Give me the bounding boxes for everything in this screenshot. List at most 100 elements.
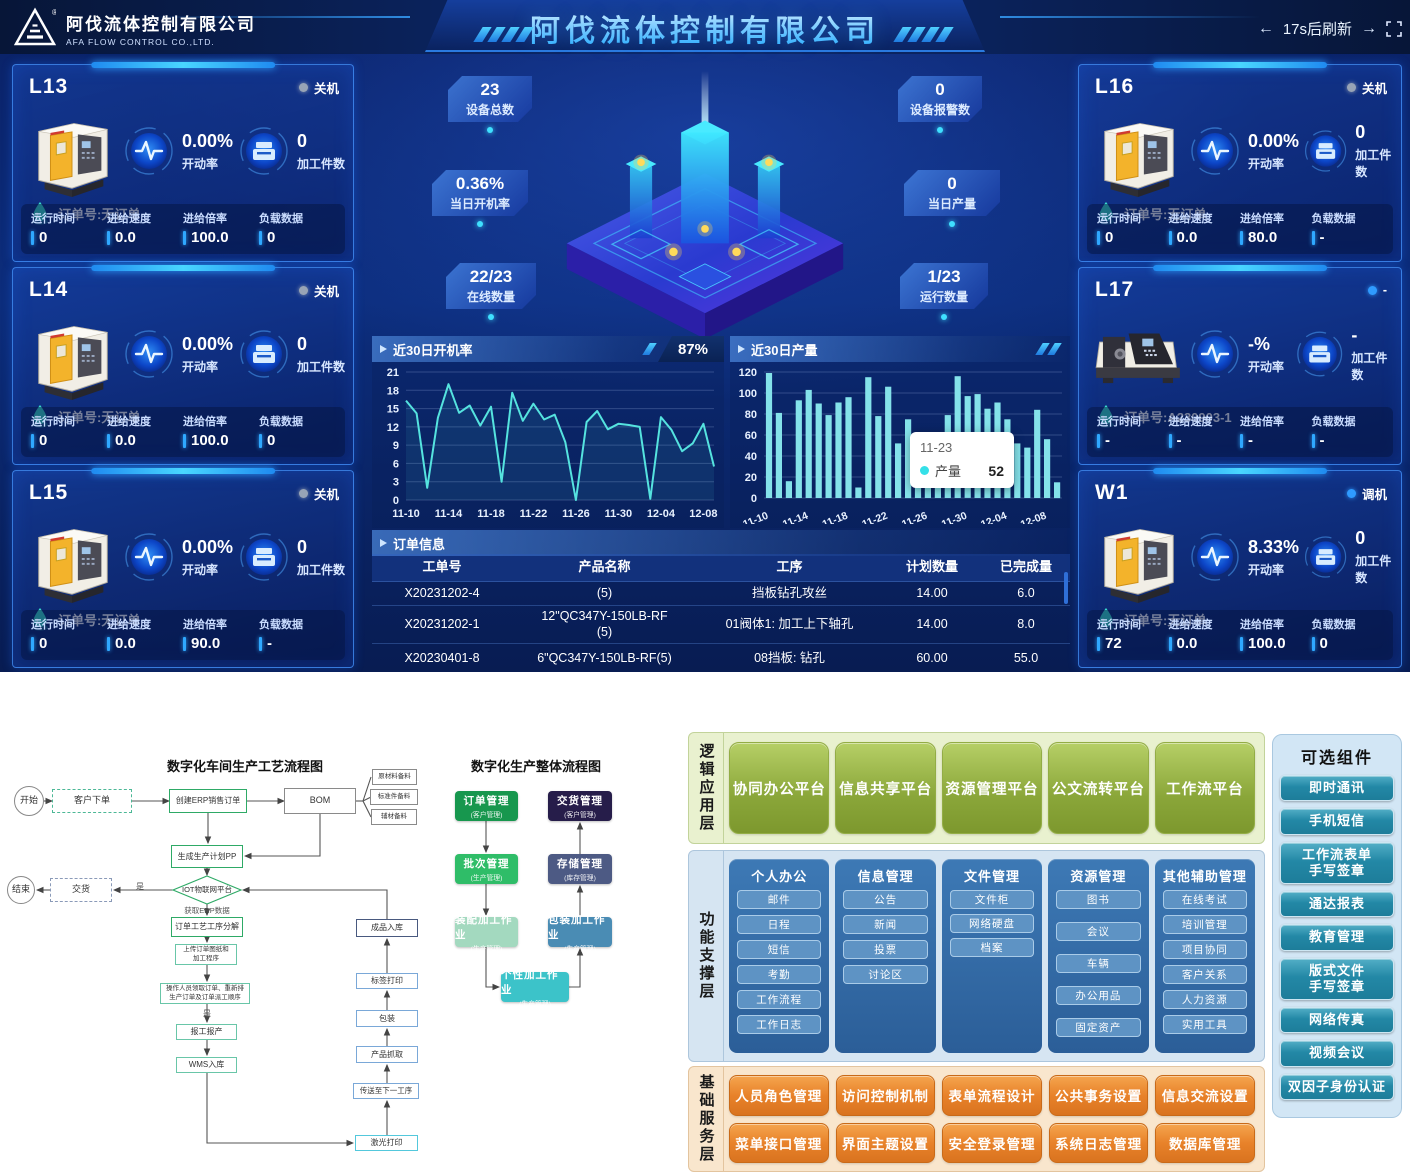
metric-bar-icon [107,433,110,448]
svg-text:12-08: 12-08 [689,508,717,520]
metric-bar-icon [31,230,34,245]
card-top-accent [91,265,275,271]
metric-bar-icon [1311,636,1315,651]
order-row[interactable]: X20231202-4 (5) 挡板钻孔攻丝 14.00 6.0 [372,582,1070,606]
parts-count-stat: - 加工件数 [1291,325,1397,383]
next-arrow-icon[interactable]: → [1361,19,1377,37]
status-dot-icon [298,82,308,92]
order-row[interactable]: X20230401-8 6"QC347Y-150LB-RF(5) 08挡板: 钻孔 6… [372,644,1070,668]
parts-count-stat: 0 加工件数 [1299,528,1397,586]
metric-value: 0 [39,635,48,652]
machine-id: L16 [1095,75,1135,98]
output-chart-header: 近30日产量 [730,336,1070,362]
stat-value: 23 [480,80,500,99]
svg-text:11-10: 11-10 [392,508,420,520]
flow1-node-grab: 产品抓取 [356,1046,418,1063]
optional-component-3: 通达报表 [1280,891,1394,918]
service-box-0: 人员角色管理 [729,1075,829,1116]
series-dot-icon [920,466,929,475]
header-decor-line-right [1000,16,1260,18]
svg-text:®: ® [52,8,56,17]
optional-component-4: 教育管理 [1280,924,1394,951]
service-box-3: 公共事务设置 [1048,1075,1149,1116]
metric-2: 进给倍率 90.0 [183,619,227,652]
flow1-node-mat1: 原材料备料 [372,769,417,785]
metric-bar-icon [1311,433,1315,448]
order-cell: X20231202-4 [404,585,480,600]
refresh-control: ← 17s后刷新 → [1258,18,1402,39]
flow1-node-bom: BOM [284,788,356,814]
function-item: 档案 [949,938,1035,957]
machine-image-mill [1104,123,1174,198]
machine-status: 关机 [298,281,339,300]
metric-bar-icon [1168,636,1172,651]
card-top-accent [1153,62,1327,68]
metric-value: 0 [1319,635,1328,652]
metric-3: 负载数据 0 [1311,619,1356,652]
function-item: 短信 [737,940,822,959]
parts-count-icon [240,330,288,378]
machine-card-L16[interactable]: L16关机0.00%开动率0加工件数订单号:无订单运行时间0进给速度0.0进给倍… [1078,62,1402,262]
parts-count-stat: 0 加工件数 [234,531,349,583]
flow1-node-upload: 上传订单图纸和 加工程序 [175,944,237,965]
metric-value: 0 [39,432,48,449]
stat-dot-icon [949,221,955,227]
metric-bar-icon [183,230,186,245]
metric-value: - [1248,432,1253,449]
parts-count-icon [240,533,288,581]
machine-card-L15[interactable]: L15关机0.00%开动率0加工件数订单号:无订单运行时间0进给速度0.0进给倍… [12,468,354,668]
function-item: 日程 [737,915,822,934]
metric-bar-icon [259,230,262,245]
parts-count-value: 0 [297,536,308,557]
logo-title: 阿伐流体控制有限公司 [66,14,256,34]
orders-scrollbar[interactable] [1064,572,1068,604]
dashboard-header: ® 阿伐流体控制有限公司 AFA FLOW CONTROL CO.,LTD. 阿… [0,0,1410,54]
machine-card-L14[interactable]: L14关机0.00%开动率0加工件数订单号:无订单运行时间0进给速度0.0进给倍… [12,265,354,465]
flow2-box-2: 装配加工作业 (生产管理) [455,914,518,953]
machine-image-mill [38,529,108,604]
function-item: 会议 [1056,922,1141,941]
svg-text:3: 3 [393,477,399,489]
runrate-icon [1191,127,1239,175]
function-column-1: 信息管理 公告 新闻 投票 讨论区 [835,859,936,1053]
machine-metrics: 运行时间 - 进给速度 - 进给倍率 - 负载数据 - [1087,407,1393,457]
metric-bar-icon [31,433,34,448]
machine-card-W1[interactable]: W1调机8.33%开动率0加工件数订单号:无订单运行时间72进给速度0.0进给倍… [1078,468,1402,668]
platform-box-1: 信息共享平台 [835,742,936,834]
machine-image-mill [1104,529,1174,604]
flow1-node-iot_note: 获取ERP数据 [184,905,230,915]
fullscreen-icon[interactable] [1386,20,1402,37]
stat-4: 22/23 在线数量 [446,263,536,320]
optional-component-2: 工作流表单 手写签章 [1280,841,1394,884]
parts-count-value: - [1351,325,1358,345]
svg-text:12-08: 12-08 [1019,510,1049,524]
prev-arrow-icon[interactable]: ← [1257,19,1274,37]
stat-label: 运行数量 [919,290,968,304]
stat-dot-icon [941,314,947,320]
stat-dot-icon [487,127,493,133]
function-item: 图书 [1056,890,1141,909]
machine-card-L17[interactable]: L17--%开动率-加工件数订单号:A230903-1运行时间-进给速度-进给倍… [1078,265,1402,465]
runrate-chart-header: 近30日开机率 87% [372,336,724,362]
svg-text:15: 15 [387,404,399,416]
order-row[interactable]: X20231202-1 12"QC347Y-150LB-RF (5) 01阀体1: … [372,606,1070,644]
logo-subtitle: AFA FLOW CONTROL CO.,LTD. [66,36,215,47]
optional-component-8: 双因子身份认证 [1280,1073,1394,1100]
metric-3: 负载数据 - [1311,213,1356,246]
stat-value: 22/23 [469,267,513,286]
metric-2: 进给倍率 80.0 [1240,213,1284,246]
card-top-accent [91,468,275,474]
status-dot-icon [1346,488,1356,498]
order-cell: 12"QC347Y-150LB-RF (5) [541,608,668,639]
flow1-node-customer_order: 客户下单 [52,789,132,813]
machine-card-L13[interactable]: L13关机0.00%开动率0加工件数订单号:无订单运行时间0进给速度0.0进给倍… [12,62,354,262]
stat-dot-icon [488,314,494,320]
function-item: 人力资源 [1162,990,1247,1009]
tooltip-series: 产量 [935,464,962,479]
machine-status: - [1367,283,1387,297]
metric-3: 负载数据 0 [259,416,303,449]
order-cell: X20230401-8 [404,650,480,665]
card-top-accent [1153,265,1327,271]
flow1-node-mat3: 辅材备料 [371,809,417,825]
svg-text:6: 6 [393,458,399,470]
